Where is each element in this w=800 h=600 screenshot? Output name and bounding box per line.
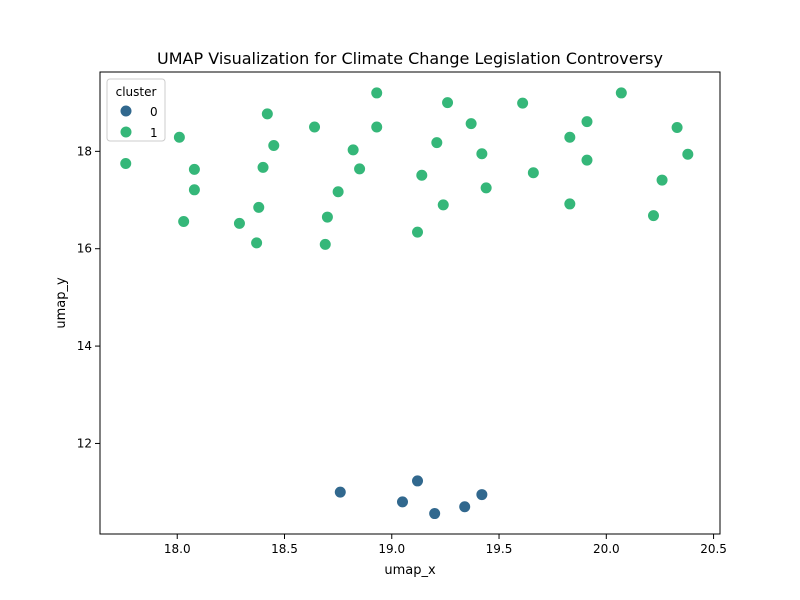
point-cluster-1-33 [614, 86, 628, 100]
point-cluster-1-36 [670, 120, 684, 134]
points-layer [119, 86, 695, 521]
point-cluster-1-9 [260, 107, 274, 121]
point-cluster-1-8 [256, 160, 270, 174]
x-tick-label: 18.0 [164, 542, 191, 556]
point-cluster-0-5 [475, 488, 489, 502]
y-tick-label: 18 [77, 144, 92, 158]
point-cluster-1-37 [681, 147, 695, 161]
point-cluster-1-5 [232, 216, 246, 230]
point-cluster-0-0 [333, 485, 347, 499]
point-cluster-1-24 [464, 117, 478, 131]
point-cluster-1-3 [187, 162, 201, 176]
x-axis-label: umap_x [384, 563, 436, 578]
legend: cluster 0 1 [106, 78, 166, 142]
point-cluster-1-30 [563, 197, 577, 211]
point-cluster-1-34 [646, 209, 660, 223]
point-cluster-0-3 [428, 507, 442, 521]
point-cluster-1-27 [516, 96, 530, 110]
point-cluster-1-4 [187, 183, 201, 197]
point-cluster-1-13 [320, 210, 334, 224]
point-cluster-1-16 [353, 162, 367, 176]
legend-label-cluster-0: 0 [150, 105, 158, 119]
point-cluster-1-22 [436, 198, 450, 212]
point-cluster-1-2 [177, 214, 191, 228]
point-cluster-0-2 [411, 474, 425, 488]
point-cluster-1-12 [318, 237, 332, 251]
x-axis-ticks: 18.0 18.5 19.0 19.5 20.0 20.5 [164, 534, 727, 556]
x-tick-label: 19.5 [486, 542, 513, 556]
point-cluster-1-6 [250, 236, 264, 250]
legend-label-cluster-1: 1 [150, 126, 158, 140]
point-cluster-1-15 [346, 143, 360, 157]
point-cluster-1-19 [411, 225, 425, 239]
point-cluster-1-23 [441, 96, 455, 110]
point-cluster-0-4 [458, 500, 472, 514]
point-cluster-1-35 [655, 173, 669, 187]
point-cluster-1-0 [119, 157, 133, 171]
point-cluster-1-32 [580, 153, 594, 167]
y-axis-ticks: 12 14 16 18 [77, 144, 100, 450]
y-axis-label: umap_y [54, 277, 69, 329]
y-tick-label: 16 [77, 242, 92, 256]
y-tick-label: 12 [77, 436, 92, 450]
point-cluster-1-25 [475, 147, 489, 161]
point-cluster-1-14 [331, 185, 345, 199]
point-cluster-1-20 [415, 168, 429, 182]
point-cluster-0-1 [395, 495, 409, 509]
point-cluster-1-18 [370, 120, 384, 134]
x-tick-label: 20.0 [593, 542, 620, 556]
point-cluster-1-1 [172, 130, 186, 144]
x-tick-label: 19.0 [378, 542, 405, 556]
point-cluster-1-17 [370, 86, 384, 100]
legend-marker-cluster-1 [119, 125, 133, 139]
legend-title: cluster [116, 85, 157, 99]
point-cluster-1-10 [267, 139, 281, 153]
point-cluster-1-26 [479, 181, 493, 195]
plot-area-frame [99, 71, 721, 535]
chart-title: UMAP Visualization for Climate Change Le… [157, 49, 663, 68]
legend-marker-cluster-0 [119, 104, 133, 118]
point-cluster-1-21 [430, 136, 444, 150]
point-cluster-1-7 [252, 200, 266, 214]
point-cluster-1-31 [580, 115, 594, 129]
x-tick-label: 20.5 [700, 542, 727, 556]
point-cluster-1-11 [308, 120, 322, 134]
point-cluster-1-28 [526, 166, 540, 180]
legend-box [106, 78, 166, 142]
point-cluster-1-29 [563, 130, 577, 144]
y-tick-label: 14 [77, 339, 92, 353]
x-tick-label: 18.5 [271, 542, 298, 556]
